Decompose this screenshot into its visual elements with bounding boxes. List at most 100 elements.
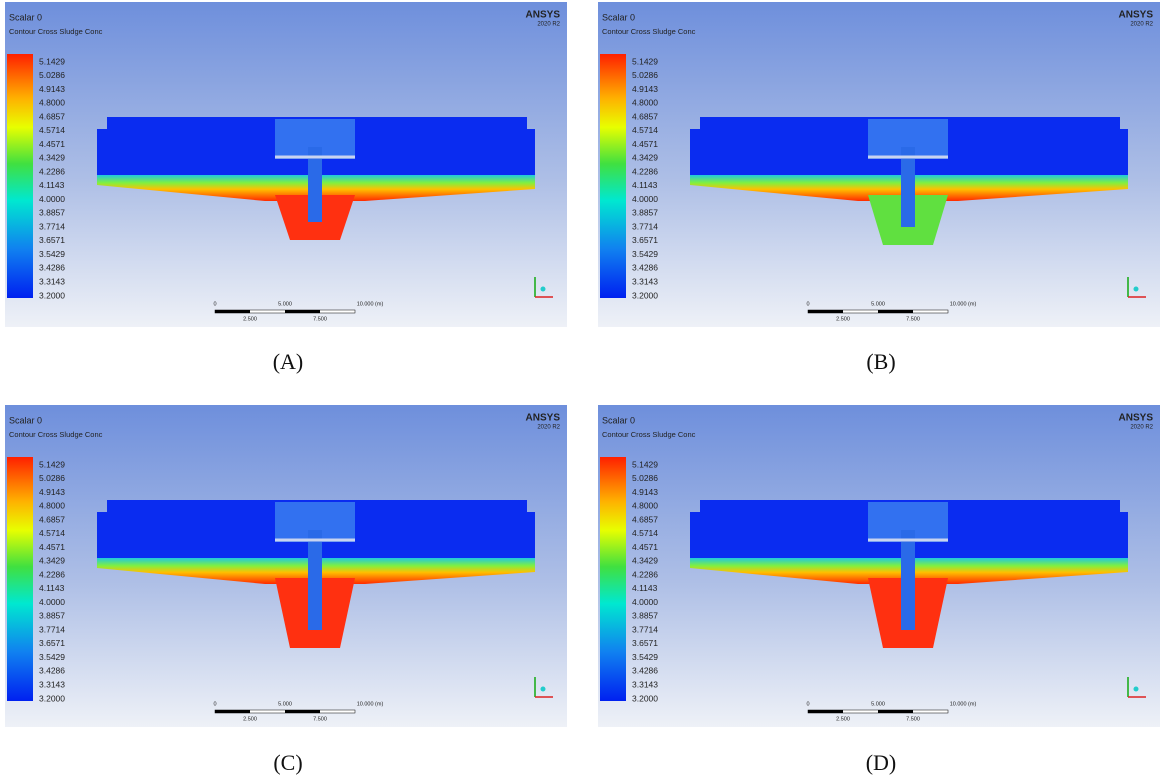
colorbar-label: 3.8857 <box>39 208 65 218</box>
scale-label: 7.500 <box>906 716 920 722</box>
colorbar-label: 4.3429 <box>632 153 658 163</box>
colorbar-label: 4.2286 <box>632 569 658 579</box>
colorbar-label: 5.1429 <box>632 56 658 66</box>
panel-title: Scalar 0 <box>9 12 42 22</box>
colorbar-label: 4.8000 <box>632 98 658 108</box>
scale-label: 7.500 <box>313 316 327 322</box>
colorbar-label: 4.9143 <box>39 84 65 94</box>
triad-z <box>540 686 546 692</box>
scale-bar-dark <box>878 310 913 313</box>
scale-label: 2.500 <box>836 316 850 322</box>
center-column <box>308 530 322 630</box>
scale-bar-dark <box>878 710 913 713</box>
colorbar-label: 5.0286 <box>39 473 65 483</box>
colorbar-label: 4.0000 <box>632 597 658 607</box>
triad-z <box>1133 286 1139 292</box>
colorbar-label: 3.3143 <box>632 679 658 689</box>
colorbar-label: 4.3429 <box>632 556 658 566</box>
colorbar-label: 3.3143 <box>39 276 65 286</box>
colorbar-label: 4.0000 <box>39 194 65 204</box>
colorbar-label: 3.4286 <box>632 666 658 676</box>
scale-label: 7.500 <box>313 716 327 722</box>
colorbar-label: 4.9143 <box>632 84 658 94</box>
colorbar-label: 3.3143 <box>39 679 65 689</box>
contour-panel: Scalar 0 Contour Cross Sludge Conc ANSYS20… <box>5 2 567 327</box>
colorbar-label: 3.7714 <box>632 221 658 231</box>
center-column <box>901 530 915 630</box>
ansys-logo: ANSYS <box>526 413 561 424</box>
colorbar-label: 4.9143 <box>632 487 658 497</box>
ansys-version: 2020 R2 <box>1130 425 1153 431</box>
ansys-version: 2020 R2 <box>1130 22 1153 28</box>
colorbar-label: 3.2000 <box>632 693 658 703</box>
scale-label: 5.000 <box>278 701 292 707</box>
colorbar-label: 3.4286 <box>39 263 65 273</box>
colorbar-label: 5.1429 <box>39 56 65 66</box>
scale-label: 0 <box>806 701 809 707</box>
colorbar-label: 3.7714 <box>632 624 658 634</box>
scale-label: 2.500 <box>243 316 257 322</box>
colorbar-label: 3.6571 <box>632 235 658 245</box>
scale-label: 5.000 <box>871 301 885 307</box>
colorbar-label: 4.8000 <box>39 98 65 108</box>
scale-bar-dark <box>808 710 843 713</box>
colorbar-label: 4.1143 <box>632 180 658 190</box>
colorbar-label: 5.0286 <box>632 473 658 483</box>
colorbar <box>7 54 33 298</box>
scale-label: 10.000 (m) <box>950 301 977 307</box>
colorbar-label: 3.4286 <box>632 263 658 273</box>
scale-label: 2.500 <box>243 716 257 722</box>
panel-label: (B) <box>866 349 895 374</box>
colorbar-label: 5.0286 <box>632 70 658 80</box>
panel-label: (D) <box>866 750 897 775</box>
panel-subtitle: Contour Cross Sludge Conc <box>602 27 696 36</box>
colorbar <box>600 457 626 701</box>
colorbar-label: 4.2286 <box>39 569 65 579</box>
colorbar-label: 3.4286 <box>39 666 65 676</box>
colorbar-label: 4.1143 <box>39 180 65 190</box>
center-column <box>901 147 915 227</box>
colorbar-label: 4.0000 <box>39 597 65 607</box>
colorbar-label: 3.5429 <box>632 652 658 662</box>
scale-label: 5.000 <box>871 701 885 707</box>
panel-label: (A) <box>273 349 304 374</box>
colorbar-label: 4.1143 <box>632 583 658 593</box>
colorbar-label: 4.5714 <box>632 528 658 538</box>
colorbar <box>7 457 33 701</box>
colorbar-label: 4.6857 <box>39 111 65 121</box>
scale-label: 10.000 (m) <box>357 701 384 707</box>
scale-label: 0 <box>806 301 809 307</box>
colorbar-label: 4.1143 <box>39 583 65 593</box>
scale-label: 10.000 (m) <box>950 701 977 707</box>
colorbar-label: 3.6571 <box>39 235 65 245</box>
scale-label: 0 <box>213 301 216 307</box>
panel-label: (C) <box>273 750 302 775</box>
colorbar-label: 3.6571 <box>632 638 658 648</box>
contour-panel: Scalar 0 Contour Cross Sludge Conc ANSYS20… <box>598 405 1160 727</box>
ansys-version: 2020 R2 <box>537 425 560 431</box>
scale-bar-dark <box>808 310 843 313</box>
contour-panel: Scalar 0 Contour Cross Sludge Conc ANSYS20… <box>5 405 567 727</box>
ansys-version: 2020 R2 <box>537 22 560 28</box>
scale-label: 5.000 <box>278 301 292 307</box>
colorbar-label: 3.3143 <box>632 276 658 286</box>
triad-z <box>540 286 546 292</box>
colorbar-label: 4.5714 <box>632 125 658 135</box>
colorbar-label: 3.5429 <box>39 652 65 662</box>
colorbar-label: 5.1429 <box>632 459 658 469</box>
center-column <box>308 147 322 222</box>
colorbar-label: 5.0286 <box>39 70 65 80</box>
colorbar-label: 3.7714 <box>39 221 65 231</box>
colorbar-label: 3.8857 <box>632 208 658 218</box>
ansys-logo: ANSYS <box>1119 413 1154 424</box>
scale-label: 10.000 (m) <box>357 301 384 307</box>
panel-subtitle: Contour Cross Sludge Conc <box>9 430 103 439</box>
colorbar-label: 3.2000 <box>39 693 65 703</box>
scale-bar-dark <box>215 710 250 713</box>
colorbar-label: 3.8857 <box>632 611 658 621</box>
colorbar-label: 4.4571 <box>39 542 65 552</box>
colorbar-label: 4.4571 <box>632 542 658 552</box>
scale-label: 2.500 <box>836 716 850 722</box>
contour-panel: Scalar 0 Contour Cross Sludge Conc ANSYS20… <box>598 2 1160 327</box>
